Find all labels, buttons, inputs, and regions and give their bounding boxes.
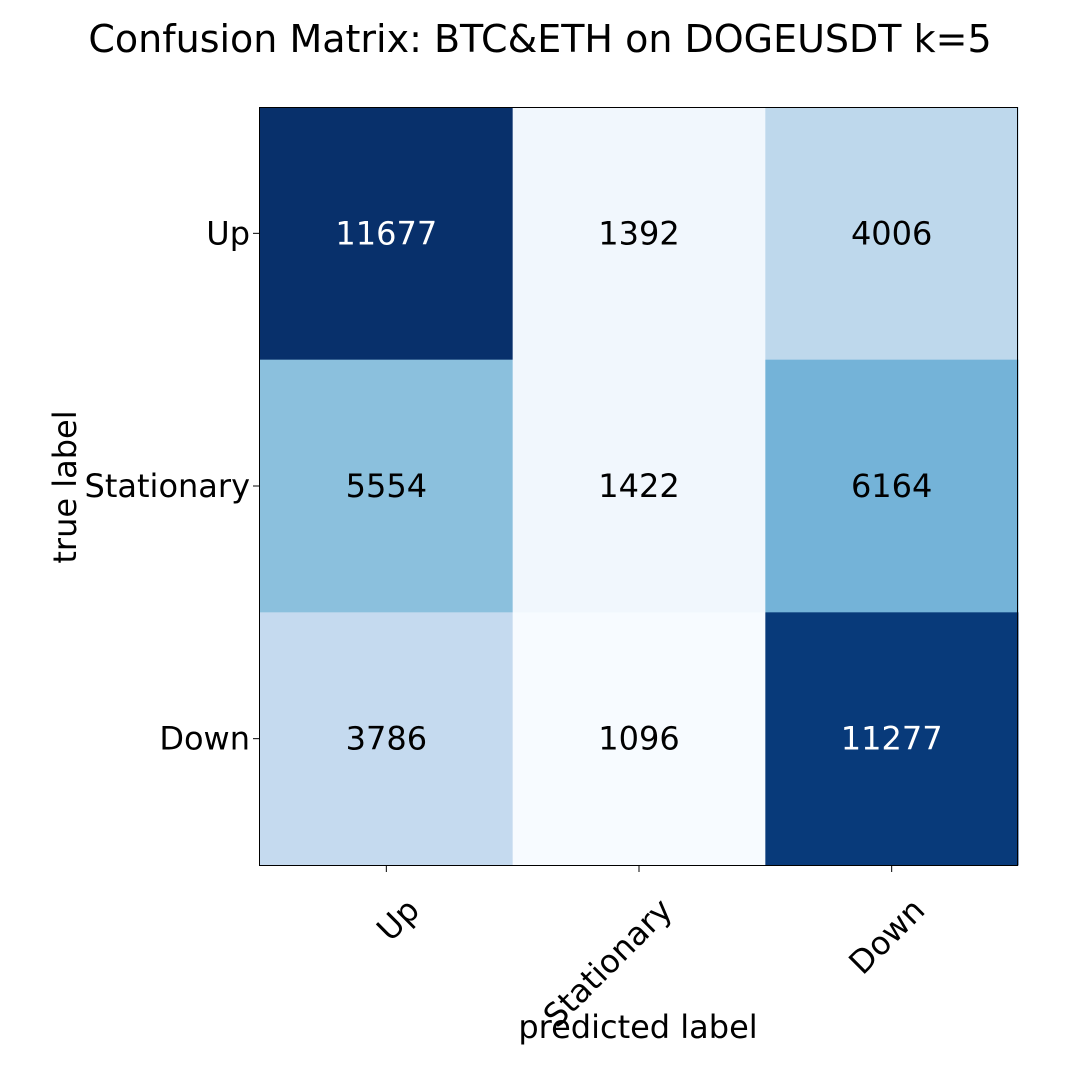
heatmap-cell-up-up: [260, 107, 514, 361]
y-tick-label: Down: [159, 720, 250, 758]
cell-value-label: 1422: [598, 467, 679, 505]
heatmap-cell-up-down: [765, 107, 1019, 361]
chart-title: Confusion Matrix: BTC&ETH on DOGEUSDT k=…: [88, 17, 991, 61]
y-axis-ticks: Up Stationary Down: [85, 214, 260, 758]
x-tick-label: Down: [841, 891, 932, 982]
heatmap-cell-down-stationary: [512, 612, 766, 866]
cell-value-label: 1096: [598, 720, 679, 758]
heatmap-cell-stationary-down: [765, 359, 1019, 613]
cell-value-labels: 11677 1392 4006 5554 1422 6164 3786 1096 11277: [335, 214, 942, 757]
y-tick-label: Stationary: [85, 467, 250, 505]
heatmap-cell-down-up: [260, 612, 514, 866]
cell-value-label: 6164: [851, 467, 932, 505]
heatmap-cell-stationary-stationary: [512, 359, 766, 613]
y-axis-label: true label: [46, 410, 84, 563]
heatmap-cell-down-down: [765, 612, 1019, 866]
cell-value-label: 1392: [598, 214, 679, 252]
cell-value-label: 3786: [346, 720, 427, 758]
y-tick-label: Up: [206, 214, 250, 252]
cell-value-label: 11277: [841, 720, 943, 758]
cell-value-label: 4006: [851, 214, 932, 252]
heatmap-cell-stationary-up: [260, 359, 514, 613]
x-tick-label: Up: [369, 891, 427, 949]
cell-value-label: 5554: [346, 467, 427, 505]
heatmap-cells: [260, 107, 1019, 866]
x-axis-label: predicted label: [518, 1008, 757, 1046]
heatmap-cell-up-stationary: [512, 107, 766, 361]
cell-value-label: 11677: [335, 214, 437, 252]
